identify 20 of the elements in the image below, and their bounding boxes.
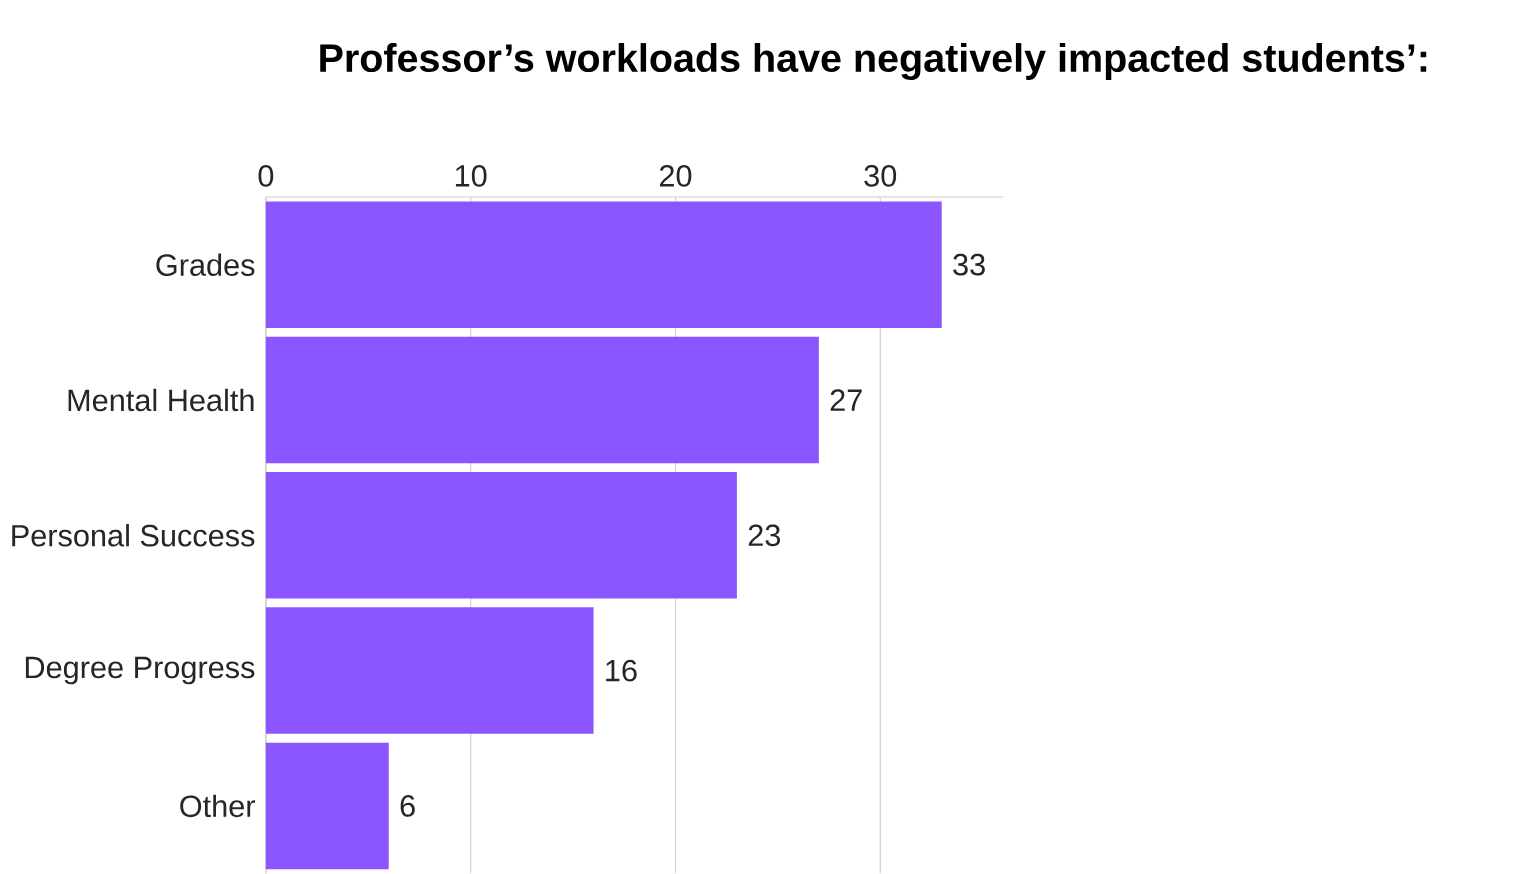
bar — [265, 471, 737, 599]
x-tick-label: 20 — [659, 164, 692, 187]
data-label: 6 — [400, 794, 415, 817]
bar — [265, 742, 389, 870]
chart-title: Professor’s workloads have negatively impacted students’: — [320, 43, 1427, 80]
y-tick-label: Degree Progress — [25, 656, 255, 685]
data-label: 23 — [748, 524, 781, 547]
y-tick-label: Other — [180, 794, 256, 818]
bar — [265, 201, 942, 328]
y-tick-label: Mental Health — [68, 388, 254, 412]
x-tick-label: 10 — [455, 164, 487, 187]
data-label: 33 — [953, 253, 985, 276]
data-label: 27 — [830, 389, 862, 411]
x-tick-label: 30 — [864, 164, 897, 187]
bar — [265, 607, 594, 734]
y-tick-label: Personal Success — [12, 523, 255, 547]
data-label: 16 — [606, 659, 637, 682]
bar — [265, 336, 819, 464]
y-tick-label: Grades — [156, 253, 255, 276]
x-tick-label: 0 — [258, 164, 274, 187]
